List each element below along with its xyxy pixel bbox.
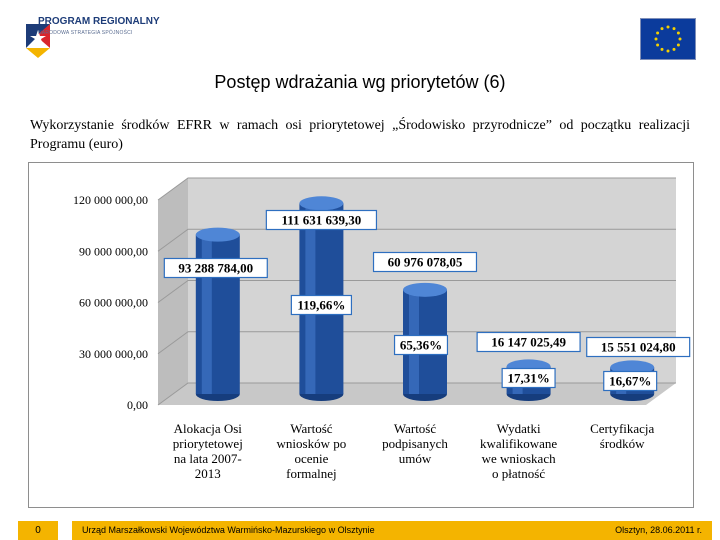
footer-date: Olsztyn, 28.06.2011 r. <box>542 521 712 540</box>
x-category-label: Wydatki <box>497 421 541 436</box>
gridline <box>157 228 676 252</box>
data-label-value-box <box>372 251 478 273</box>
x-category-label: priorytetowej <box>173 436 243 451</box>
x-category-label: Certyfikacja <box>590 421 654 436</box>
data-label-percent: 16,67% <box>609 374 651 389</box>
x-category-label: Wartość <box>394 421 436 436</box>
x-category-label: ocenie <box>294 451 328 466</box>
program-regionalny-logo <box>22 18 222 64</box>
data-label-value: 93 288 784,00 <box>178 261 253 276</box>
data-label-percent-box <box>603 370 658 392</box>
y-tick-label: 120 000 000,00 <box>73 193 148 207</box>
gridline <box>157 280 676 303</box>
x-category-label: umów <box>399 451 432 466</box>
x-category-label: Alokacja Osi <box>174 421 243 436</box>
data-label-percent: 17,31% <box>507 371 549 386</box>
slide-title: Postęp wdrażania wg priorytetów (6) <box>214 72 506 92</box>
data-label-value: 111 631 639,30 <box>281 213 361 228</box>
x-category-label: podpisanych <box>382 436 448 451</box>
data-label-value-box <box>163 257 268 279</box>
x-category-label: o płatność <box>492 466 545 481</box>
y-tick-label: 0,00 <box>127 398 148 412</box>
footer-page-number: 0 <box>18 521 58 540</box>
logo-subtitle: NARODOWA STRATEGIA SPÓJNOŚCI <box>38 30 133 36</box>
y-tick-label: 60 000 000,00 <box>79 296 148 310</box>
chart-subtitle: Wykorzystanie środków EFRR w ramach osi … <box>30 118 690 152</box>
logo-star-icon <box>24 22 52 58</box>
data-label-percent: 65,36% <box>400 338 442 353</box>
x-category-label: na lata 2007- <box>174 451 242 466</box>
y-tick-label: 90 000 000,00 <box>79 244 148 258</box>
gridline <box>157 331 676 355</box>
eu-flag-icon <box>640 18 696 60</box>
x-category-label: formalnej <box>286 466 337 481</box>
data-label-value-box <box>586 336 691 358</box>
data-label-percent-box <box>393 334 449 356</box>
data-label-value-box <box>265 209 378 231</box>
footer-organization: Urząd Marszałkowski Województwa Warmińsk… <box>72 521 542 540</box>
data-label-value-box <box>476 331 581 353</box>
bar <box>195 227 240 401</box>
logo-title: PROGRAM REGIONALNY <box>38 16 160 27</box>
gridline <box>157 177 676 201</box>
data-label-value: 15 551 024,80 <box>601 340 676 355</box>
x-category-label: wniosków po <box>277 436 347 451</box>
data-label-percent-box <box>290 294 353 316</box>
x-category-label: Wartość <box>290 421 332 436</box>
y-tick-label: 30 000 000,00 <box>79 347 148 361</box>
data-label-percent: 119,66% <box>297 298 345 313</box>
data-label-value: 60 976 078,05 <box>388 255 463 270</box>
x-category-label: we wnioskach <box>482 451 557 466</box>
x-category-label: 2013 <box>195 466 221 481</box>
x-category-label: kwalifikowane <box>480 436 557 451</box>
data-label-percent-box <box>501 367 556 389</box>
x-category-label: środków <box>600 436 645 451</box>
data-label-value: 16 147 025,49 <box>491 335 566 350</box>
